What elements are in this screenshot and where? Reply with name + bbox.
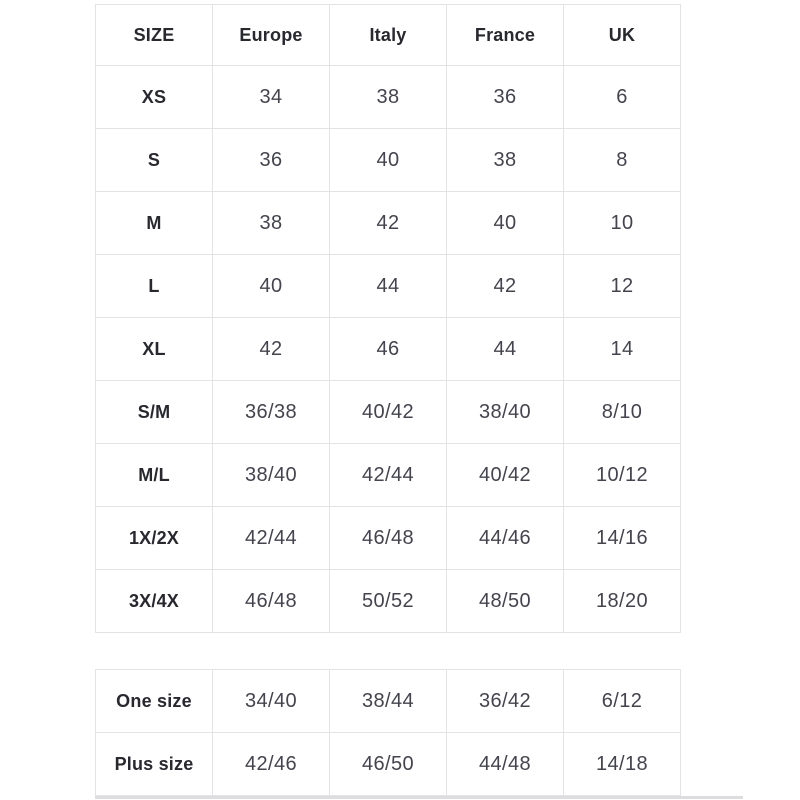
size-value-cell: 10/12 xyxy=(563,443,681,507)
column-header-size: SIZE xyxy=(95,4,213,66)
size-value-cell: 36/42 xyxy=(446,669,564,733)
size-value-cell: 38 xyxy=(446,128,564,192)
size-value-cell: 44 xyxy=(329,254,447,318)
size-value-cell: 38/40 xyxy=(212,443,330,507)
size-value-cell: 46/48 xyxy=(212,569,330,633)
row-size-label: Plus size xyxy=(95,732,213,796)
size-value-cell: 50/52 xyxy=(329,569,447,633)
size-value-cell: 46/50 xyxy=(329,732,447,796)
size-value-cell: 10 xyxy=(563,191,681,255)
size-value-cell: 42/46 xyxy=(212,732,330,796)
size-value-cell: 48/50 xyxy=(446,569,564,633)
size-value-cell: 34 xyxy=(212,65,330,129)
size-value-cell: 14/18 xyxy=(563,732,681,796)
row-size-label: XS xyxy=(95,65,213,129)
size-value-cell: 38 xyxy=(329,65,447,129)
table-row: S 36 40 38 8 xyxy=(95,128,681,192)
size-value-cell: 44/46 xyxy=(446,506,564,570)
special-size-table-body: One size 34/40 38/44 36/42 6/12 Plus size 42/4… xyxy=(95,669,681,796)
size-chart-container: SIZE Europe Italy France UK XS 34 38 36 6 S 36 40 38… xyxy=(95,4,681,796)
page-bottom-divider xyxy=(95,796,743,799)
size-value-cell: 46/48 xyxy=(329,506,447,570)
column-header-europe: Europe xyxy=(212,4,330,66)
table-gap-spacer xyxy=(95,633,681,669)
header-row: SIZE Europe Italy France UK xyxy=(95,4,681,66)
size-value-cell: 34/40 xyxy=(212,669,330,733)
table-row: M/L 38/40 42/44 40/42 10/12 xyxy=(95,443,681,507)
size-value-cell: 40/42 xyxy=(446,443,564,507)
row-size-label: M/L xyxy=(95,443,213,507)
size-value-cell: 46 xyxy=(329,317,447,381)
size-value-cell: 12 xyxy=(563,254,681,318)
size-value-cell: 36 xyxy=(212,128,330,192)
size-value-cell: 40 xyxy=(212,254,330,318)
size-value-cell: 36/38 xyxy=(212,380,330,444)
row-size-label: S/M xyxy=(95,380,213,444)
table-row: S/M 36/38 40/42 38/40 8/10 xyxy=(95,380,681,444)
special-size-table: One size 34/40 38/44 36/42 6/12 Plus size 42/4… xyxy=(95,669,681,796)
size-value-cell: 8 xyxy=(563,128,681,192)
table-row: L 40 44 42 12 xyxy=(95,254,681,318)
size-value-cell: 8/10 xyxy=(563,380,681,444)
table-row: One size 34/40 38/44 36/42 6/12 xyxy=(95,669,681,733)
table-row: Plus size 42/46 46/50 44/48 14/18 xyxy=(95,732,681,796)
column-header-uk: UK xyxy=(563,4,681,66)
row-size-label: One size xyxy=(95,669,213,733)
size-value-cell: 38/44 xyxy=(329,669,447,733)
size-value-cell: 42 xyxy=(329,191,447,255)
size-table-header: SIZE Europe Italy France UK xyxy=(95,4,681,66)
table-row: 1X/2X 42/44 46/48 44/46 14/16 xyxy=(95,506,681,570)
size-value-cell: 40 xyxy=(329,128,447,192)
size-value-cell: 14/16 xyxy=(563,506,681,570)
row-size-label: S xyxy=(95,128,213,192)
size-value-cell: 42 xyxy=(446,254,564,318)
size-value-cell: 36 xyxy=(446,65,564,129)
size-value-cell: 42/44 xyxy=(329,443,447,507)
row-size-label: L xyxy=(95,254,213,318)
row-size-label: XL xyxy=(95,317,213,381)
size-value-cell: 42 xyxy=(212,317,330,381)
size-value-cell: 14 xyxy=(563,317,681,381)
size-value-cell: 44/48 xyxy=(446,732,564,796)
column-header-france: France xyxy=(446,4,564,66)
size-conversion-table: SIZE Europe Italy France UK XS 34 38 36 6 S 36 40 38… xyxy=(95,4,681,633)
size-value-cell: 44 xyxy=(446,317,564,381)
table-row: 3X/4X 46/48 50/52 48/50 18/20 xyxy=(95,569,681,633)
size-value-cell: 38 xyxy=(212,191,330,255)
column-header-italy: Italy xyxy=(329,4,447,66)
size-value-cell: 18/20 xyxy=(563,569,681,633)
row-size-label: 3X/4X xyxy=(95,569,213,633)
size-value-cell: 40/42 xyxy=(329,380,447,444)
size-table-body: XS 34 38 36 6 S 36 40 38 8 M 38 42 40 10 L 40 44 42 12 XL 42 4… xyxy=(95,65,681,633)
row-size-label: 1X/2X xyxy=(95,506,213,570)
size-value-cell: 6 xyxy=(563,65,681,129)
table-row: XS 34 38 36 6 xyxy=(95,65,681,129)
size-value-cell: 38/40 xyxy=(446,380,564,444)
size-value-cell: 6/12 xyxy=(563,669,681,733)
size-value-cell: 42/44 xyxy=(212,506,330,570)
table-row: M 38 42 40 10 xyxy=(95,191,681,255)
size-value-cell: 40 xyxy=(446,191,564,255)
table-row: XL 42 46 44 14 xyxy=(95,317,681,381)
row-size-label: M xyxy=(95,191,213,255)
